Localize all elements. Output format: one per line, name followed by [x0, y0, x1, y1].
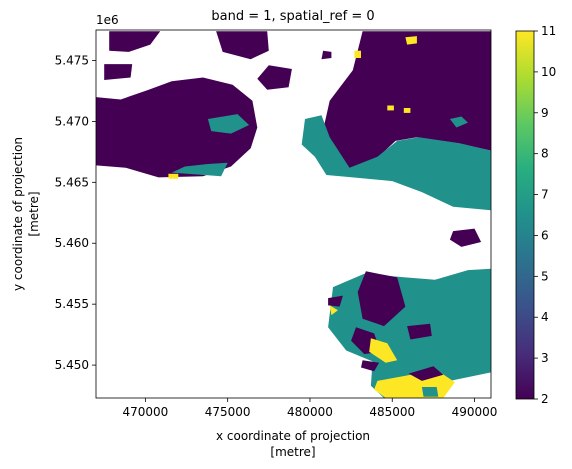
region-value-11-26 — [168, 173, 179, 179]
colorbar-tick-label: 3 — [541, 351, 549, 365]
x-axis-label-line2: [metre] — [270, 445, 315, 459]
region-value-11-23 — [405, 36, 417, 45]
region-value-2-1 — [109, 31, 161, 52]
region-value-2-2 — [104, 64, 133, 80]
region-value-2-5 — [321, 50, 332, 60]
colorbar-tick-label: 11 — [541, 24, 556, 38]
region-value-2-12 — [357, 271, 406, 327]
colorbar-tick-label: 7 — [541, 188, 549, 202]
y-tick-label: 5.475 — [55, 53, 89, 67]
y-axis-label-line2: [metre] — [27, 191, 41, 236]
region-value-2-10 — [449, 228, 482, 247]
x-tick-label: 475000 — [205, 405, 251, 419]
plot-frame — [95, 29, 492, 399]
region-value-11-24 — [387, 105, 394, 111]
x-tick-label: 490000 — [452, 405, 498, 419]
region-value-7-7 — [301, 115, 491, 211]
y-tick-label: 5.450 — [55, 358, 89, 372]
y-tick-label: 5.470 — [55, 114, 89, 128]
region-value-2-6 — [321, 31, 491, 171]
colorbar-tick-label: 9 — [541, 106, 549, 120]
y-offset-label: 1e6 — [96, 13, 119, 27]
heatmap-regions — [96, 31, 491, 398]
colorbar-tick-label: 4 — [541, 310, 549, 324]
region-value-11-22 — [354, 50, 361, 58]
chart-title: band = 1, spatial_ref = 0 — [211, 9, 374, 24]
colorbar: 2 3 4 5 6 7 8 9 10 11 — [515, 24, 556, 406]
region-value-2-3 — [216, 31, 269, 60]
region-value-7-18 — [421, 387, 439, 397]
y-axis: 5.450 5.455 5.460 5.465 5.470 5.475 — [55, 53, 96, 372]
region-value-7-9 — [171, 162, 228, 177]
region-value-2-13 — [407, 323, 432, 340]
x-tick-label: 485000 — [369, 405, 415, 419]
y-axis-label-line1: y coordinate of projection — [11, 137, 25, 291]
plot-area — [95, 29, 492, 399]
region-value-7-27 — [449, 116, 468, 128]
colorbar-tick-label: 5 — [541, 269, 549, 283]
region-value-2-17 — [408, 366, 444, 381]
x-axis: 470000 475000 480000 485000 490000 — [122, 398, 497, 419]
colorbar-tick-label: 8 — [541, 147, 549, 161]
region-value-11-15 — [369, 338, 398, 363]
region-value-11-25 — [403, 108, 411, 113]
y-tick-label: 5.455 — [55, 297, 89, 311]
colorbar-gradient — [515, 30, 535, 400]
colorbar-tick-label: 2 — [541, 392, 549, 406]
x-tick-label: 470000 — [122, 405, 168, 419]
x-tick-label: 480000 — [287, 405, 333, 419]
y-tick-label: 5.460 — [55, 236, 89, 250]
colorbar-ticks: 2 3 4 5 6 7 8 9 10 11 — [534, 24, 556, 406]
region-value-2-20 — [328, 295, 343, 307]
colorbar-tick-label: 6 — [541, 228, 549, 242]
region-value-2-4 — [257, 65, 292, 90]
x-axis-label-line1: x coordinate of projection — [216, 429, 370, 443]
region-value-11-21 — [329, 305, 338, 316]
y-tick-label: 5.465 — [55, 175, 89, 189]
colorbar-tick-label: 10 — [541, 65, 556, 79]
region-value-2-19 — [361, 360, 380, 372]
region-value-7-8 — [207, 114, 250, 134]
region-value-2-0 — [96, 77, 258, 178]
